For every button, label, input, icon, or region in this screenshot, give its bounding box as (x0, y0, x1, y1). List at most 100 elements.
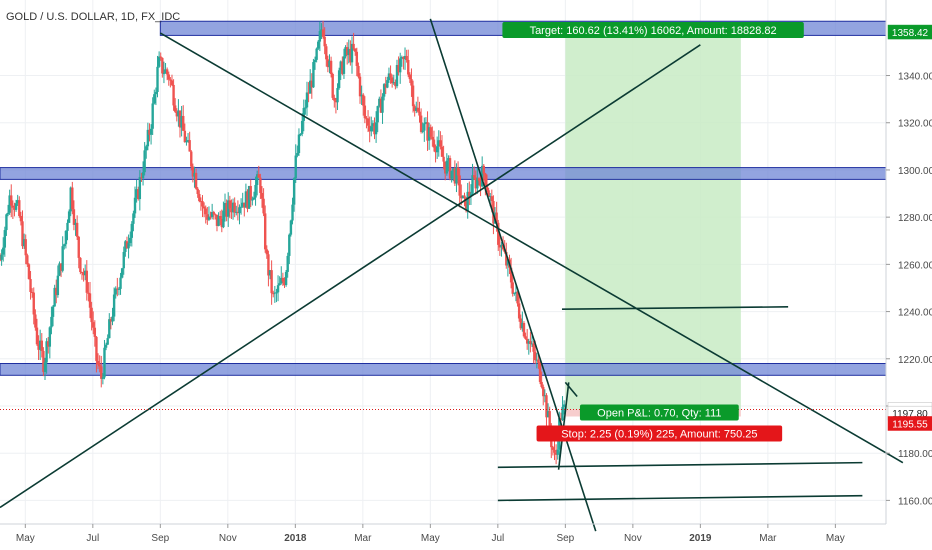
candle-body (238, 207, 241, 214)
candle-body (217, 216, 220, 226)
candle-body (191, 166, 195, 177)
candle-body (419, 115, 423, 132)
candle-body (18, 200, 21, 216)
candle-body (138, 177, 142, 200)
candle-body (357, 65, 360, 77)
price-badge-text: 1195.55 (892, 419, 928, 430)
candle-body (124, 241, 127, 252)
candle-body (268, 270, 272, 276)
price-badge-bg (887, 24, 932, 40)
candle-body (231, 202, 235, 213)
candle-body (26, 255, 29, 265)
candle-body (447, 158, 450, 161)
candle-body (471, 175, 474, 194)
candle-body (445, 160, 449, 174)
stop-label: Stop: 2.25 (0.19%) 225, Amount: 750.25 (536, 425, 783, 442)
candle-body (435, 146, 439, 153)
candle-body (394, 82, 397, 87)
candle-body (540, 381, 543, 387)
candle-body (103, 347, 106, 378)
candle-body (395, 64, 399, 87)
x-tick-label: May (421, 533, 440, 544)
candle-body (79, 257, 82, 273)
candle-body (529, 341, 532, 345)
candle-body (389, 73, 392, 78)
candle-body (418, 111, 421, 116)
candle-body (119, 277, 122, 289)
candle-body (210, 212, 214, 217)
candle-body (43, 362, 47, 372)
candle-body (67, 211, 71, 223)
candle-body (460, 195, 463, 199)
candle-body (133, 197, 137, 214)
candle-body (254, 184, 257, 198)
candle-body (415, 107, 418, 111)
candle-body (47, 341, 50, 347)
candle-body (519, 318, 522, 329)
candle-body (169, 79, 172, 81)
candle-body (476, 178, 479, 189)
horizontal-zones (0, 20, 887, 376)
x-tick-label: Jul (86, 533, 99, 544)
candle-body (296, 153, 299, 156)
candle-body (355, 51, 359, 66)
candle-body (227, 200, 230, 217)
candle-body (315, 48, 318, 60)
candle-body (104, 344, 108, 348)
candle-body (122, 251, 125, 269)
candle-body (246, 191, 249, 209)
candle-body (214, 214, 217, 216)
candle-body (554, 452, 558, 455)
candle-body (294, 155, 297, 179)
candle-body (202, 206, 206, 209)
candle-body (352, 43, 355, 49)
candle-body (300, 120, 304, 134)
candle-body (365, 118, 368, 120)
candle-body (93, 327, 97, 337)
candle-body (312, 62, 315, 88)
candle-body (10, 195, 13, 206)
candle-body (270, 270, 273, 294)
candle-body (3, 230, 7, 248)
trend-line (0, 44, 701, 509)
y-tick-label: 1340.00 (898, 72, 932, 83)
x-tick-label: Sep (151, 533, 169, 544)
candle-body (2, 247, 5, 255)
candle-body (416, 107, 420, 112)
candle-body (286, 255, 289, 272)
candle-body (215, 214, 219, 226)
pnl-label: Open P&L: 0.70, Qty: 111 (579, 404, 739, 421)
candle-body (400, 56, 404, 59)
candle-body (72, 209, 76, 225)
candle-body (96, 360, 100, 365)
candle-body (265, 249, 269, 255)
candle-body (472, 175, 476, 178)
price-badge-bg (887, 416, 932, 431)
candle-body (292, 178, 296, 205)
candle-body (112, 294, 116, 317)
trend-line (561, 306, 789, 311)
candle-body (379, 98, 383, 113)
candle-body (11, 205, 15, 208)
trend-line (564, 381, 578, 398)
candle-body (466, 191, 469, 211)
candle-body (85, 270, 88, 293)
candle-body (80, 272, 84, 274)
candle-body (165, 69, 169, 75)
candle-body (537, 359, 540, 363)
candle-body (506, 259, 510, 266)
candle-body (378, 98, 381, 107)
candle-body (302, 107, 305, 121)
candle-body (247, 186, 251, 209)
candle-body (421, 130, 424, 132)
candle-body (305, 92, 309, 108)
candle-body (161, 57, 164, 74)
candle-body (127, 243, 130, 249)
candle-body (212, 212, 215, 215)
candle-body (376, 106, 379, 123)
candle-body (63, 244, 66, 247)
candle-body (525, 339, 529, 344)
candle-body (551, 447, 555, 450)
